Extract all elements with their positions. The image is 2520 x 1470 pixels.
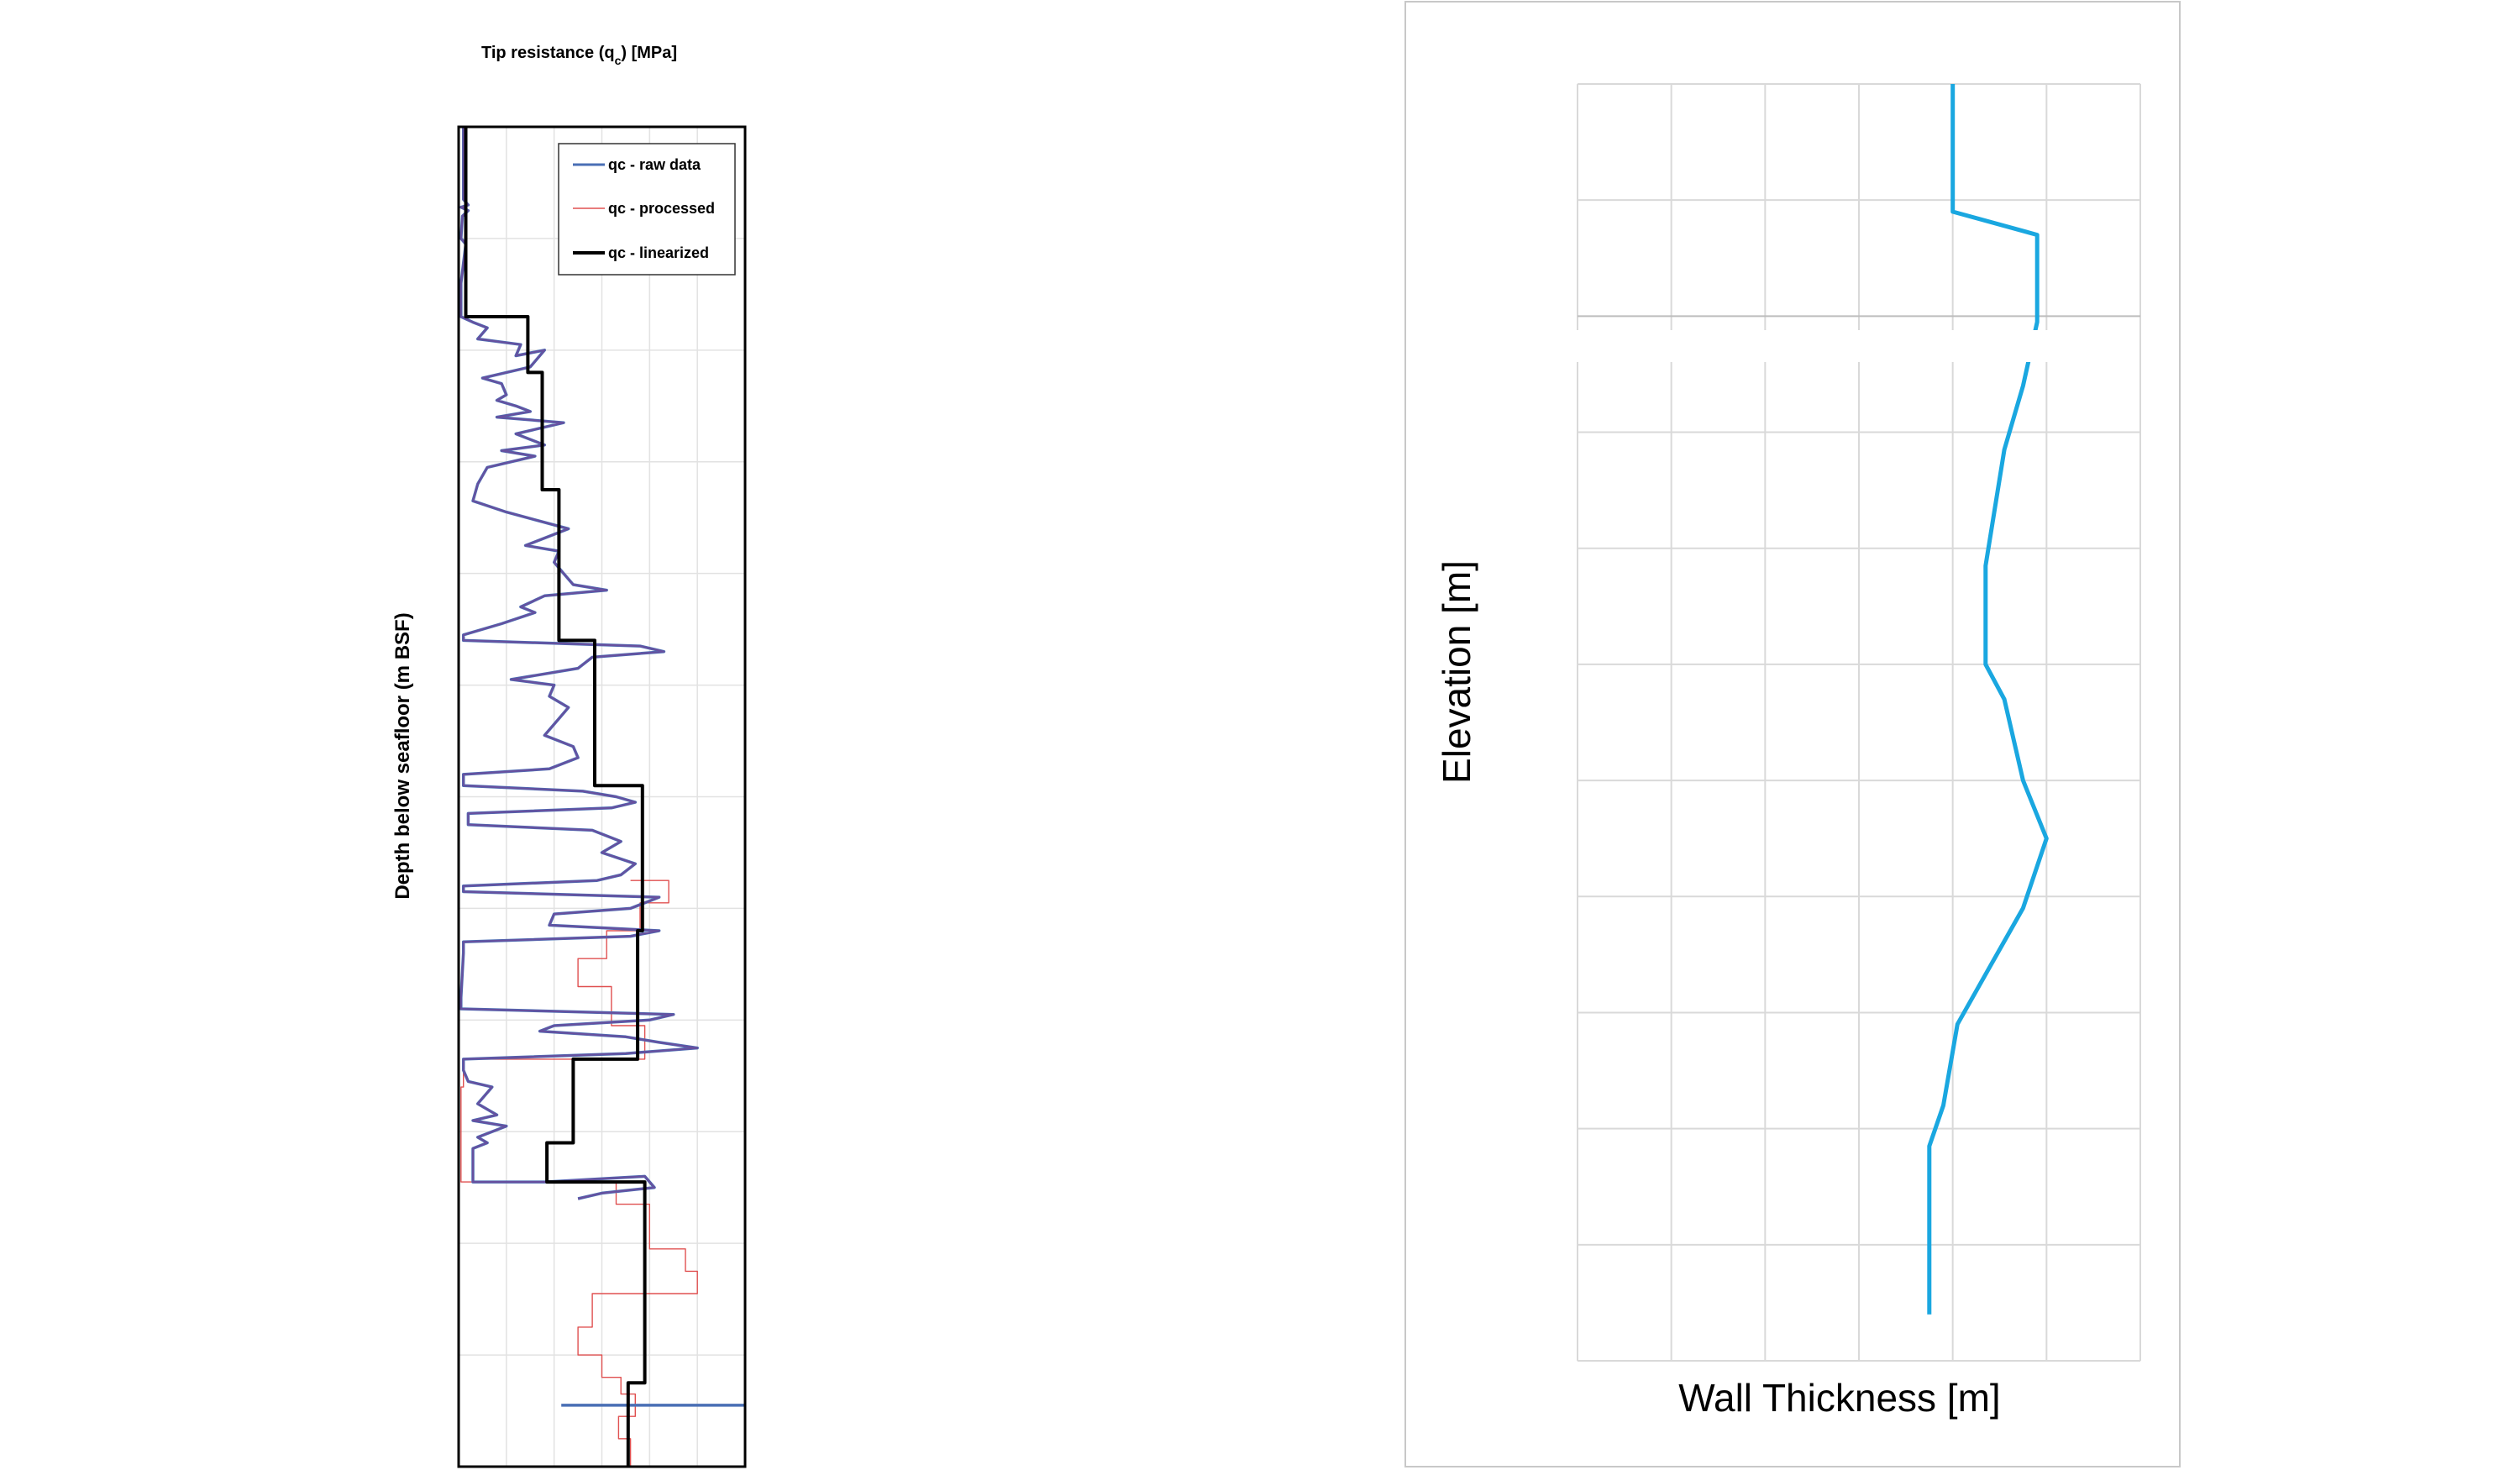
cpt-series-processed — [460, 879, 698, 1467]
wall-thickness-line — [1927, 84, 2049, 1315]
wall-series — [1927, 84, 2049, 1315]
wall-grid — [1577, 83, 2141, 1362]
cpt-series-raw — [459, 127, 699, 1200]
cpt-series — [459, 127, 745, 1467]
cpt-y-axis-label: Depth below seafloor (m BSF) — [391, 612, 414, 899]
cpt-grid — [459, 127, 745, 1467]
wall-thickness-chart: Elevation [m] Wall Thickness [m] — [1404, 1, 2181, 1467]
wall-chart-break — [1562, 330, 2134, 362]
cpt-title-tail: ) [MPa] — [621, 44, 677, 62]
cpt-title-sub: c — [615, 54, 622, 67]
wall-chart-area — [1404, 1, 2181, 1467]
wall-y-axis-label: Elevation [m] — [1435, 560, 1478, 784]
cpt-chart-title: Tip resistance (qc) [MPa] — [481, 44, 677, 67]
wall-x-axis-label: Wall Thickness [m] — [1678, 1376, 2000, 1420]
cpt-series-linearized — [464, 127, 647, 1467]
cpt-plot-frame — [457, 125, 747, 1468]
legend-label-linearized: qc - linearized — [608, 244, 709, 261]
cpt-title-main: Tip resistance (q — [481, 44, 615, 62]
cpt-legend: qc - raw data qc - processed qc - linear… — [558, 143, 736, 276]
legend-label-raw: qc - raw data — [608, 156, 701, 173]
cpt-series-overlap — [459, 127, 699, 1200]
legend-label-processed: qc - processed — [608, 200, 715, 217]
cpt-chart: Tip resistance (qc) [MPa] Depth below se… — [391, 44, 747, 1468]
